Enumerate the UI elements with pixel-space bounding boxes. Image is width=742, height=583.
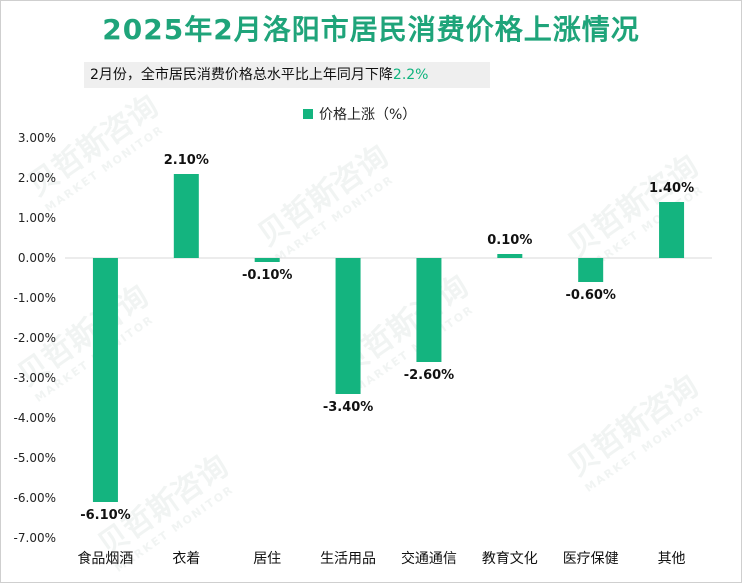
y-tick-label: 2.00% xyxy=(18,171,56,185)
bar xyxy=(497,254,523,258)
bar xyxy=(578,258,604,282)
x-tick-label: 其他 xyxy=(658,551,686,567)
y-tick-label: -2.00% xyxy=(14,331,56,345)
x-tick-label: 食品烟酒 xyxy=(77,550,133,567)
data-label: 1.40% xyxy=(649,181,694,196)
y-tick-label: -1.00% xyxy=(14,291,56,305)
x-tick-label: 教育文化 xyxy=(482,551,538,567)
x-axis-labels: 食品烟酒 衣着 居住 生活用品 交通通信 教育文化 医疗保健 其他 xyxy=(77,550,685,567)
bar xyxy=(335,258,361,394)
x-tick-label: 衣着 xyxy=(172,551,200,567)
data-label: -3.40% xyxy=(323,400,374,415)
data-label: -0.10% xyxy=(242,268,293,283)
y-tick-label: 3.00% xyxy=(18,131,56,145)
value-labels: -6.10% 2.10% -0.10% -3.40% -2.60% 0.10% -0.60%… xyxy=(80,153,694,523)
legend-label: 价格上涨（%） xyxy=(319,107,416,123)
bar xyxy=(659,202,685,258)
data-label: 0.10% xyxy=(487,233,532,248)
chart-title: 2025年2月洛阳市居民消费价格上涨情况 xyxy=(102,13,640,46)
data-label: -0.60% xyxy=(565,288,616,303)
subtitle-text: 2月份，全市居民消费价格总水平比上年同月下降 xyxy=(90,67,393,83)
data-label: -6.10% xyxy=(80,508,131,523)
x-tick-label: 居住 xyxy=(253,551,281,567)
y-tick-label: -5.00% xyxy=(14,451,56,465)
y-tick-label: 1.00% xyxy=(18,211,56,225)
y-axis: 3.00% 2.00% 1.00% 0.00% -1.00% -2.00% -3.00% -4… xyxy=(14,131,56,545)
bars xyxy=(92,174,685,502)
x-tick-label: 医疗保健 xyxy=(563,551,619,567)
y-tick-label: -3.00% xyxy=(14,371,56,385)
y-tick-label: -6.00% xyxy=(14,491,56,505)
x-tick-label: 生活用品 xyxy=(320,551,376,567)
x-tick-label: 交通通信 xyxy=(401,550,457,567)
legend: 价格上涨（%） xyxy=(303,107,416,123)
data-label: -2.60% xyxy=(404,368,455,383)
bar xyxy=(173,174,199,258)
bar xyxy=(416,258,442,362)
bar xyxy=(254,258,280,262)
chart-subtitle: 2月份，全市居民消费价格总水平比上年同月下降2.2% xyxy=(84,62,490,88)
legend-swatch xyxy=(303,109,313,119)
y-tick-label: -4.00% xyxy=(14,411,56,425)
data-label: 2.10% xyxy=(164,153,209,168)
subtitle-highlight: 2.2% xyxy=(392,67,429,83)
y-tick-label: -7.00% xyxy=(14,531,56,545)
bar xyxy=(92,258,118,502)
y-tick-label: 0.00% xyxy=(18,251,56,265)
